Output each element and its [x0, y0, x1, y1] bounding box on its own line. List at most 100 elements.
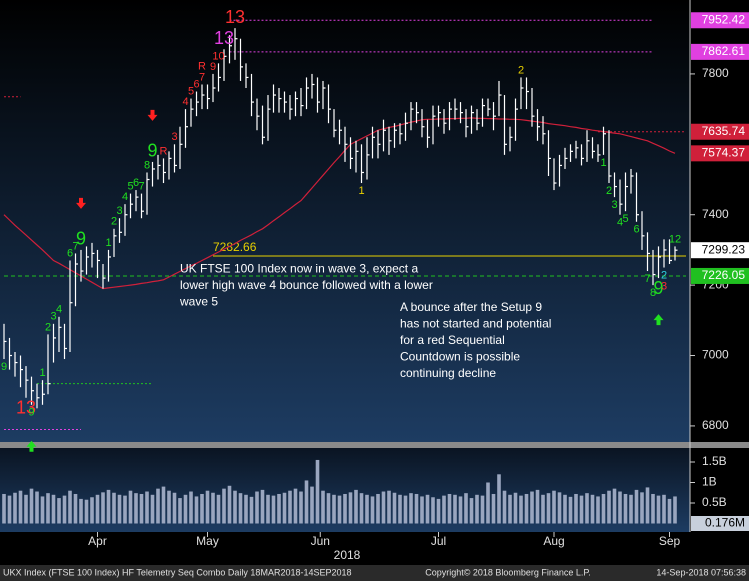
seq-marker: R [198, 60, 206, 72]
volume-bar [194, 496, 199, 524]
volume-bar [238, 493, 243, 524]
annotation-line: for a red Sequential [400, 333, 505, 347]
seq-marker: 6 [133, 177, 139, 189]
x-tick-label: May [196, 534, 219, 548]
ma-last-box [691, 145, 749, 162]
volume-bar [480, 495, 485, 524]
volume-bar [299, 491, 303, 524]
volume-bar [134, 493, 138, 524]
seq-marker: 5 [188, 85, 194, 97]
volume-bar [475, 494, 479, 524]
volume-bar [24, 494, 28, 524]
volume-bar [425, 494, 430, 524]
volume-bar [535, 489, 540, 524]
footer-left: UKX Index (FTSE 100 Index) HF Telemetry … [3, 567, 352, 577]
volume-bar [156, 488, 160, 524]
volume-bar [13, 492, 17, 524]
level-box [691, 123, 749, 140]
level-box-label: 7952.42 [702, 12, 746, 26]
volume-bar [18, 490, 23, 524]
volume-tick-label: 1B [702, 475, 717, 489]
volume-bar [464, 493, 468, 524]
volume-bar [354, 489, 358, 524]
volume-bar [607, 490, 611, 524]
volume-bar [519, 495, 523, 524]
volume-bar [46, 493, 50, 524]
annotation-line: UK FTSE 100 Index now in wave 3, expect … [180, 261, 418, 275]
volume-bar [123, 495, 127, 524]
seq-marker: 8 [650, 287, 656, 299]
volume-bar [524, 493, 529, 524]
seq-marker: 9 [653, 278, 663, 298]
volume-bar [178, 498, 182, 524]
volume-bar [381, 491, 386, 524]
annotation-line: lower high wave 4 bounce followed with a… [180, 278, 433, 292]
volume-bar [574, 493, 578, 524]
volume-bar [189, 491, 193, 524]
volume-bar [431, 497, 435, 524]
footer-right: 14-Sep-2018 07:56:38 [656, 567, 746, 577]
arrow-up [653, 314, 664, 326]
x-tick-label: Jul [431, 534, 446, 548]
annotation-line: A bounce after the Setup 9 [400, 300, 542, 314]
volume-bar [293, 488, 298, 524]
seq-marker: 12 [669, 233, 681, 245]
volume-bar [216, 494, 221, 524]
x-tick-label: Sep [659, 534, 681, 548]
seq-marker: 13 [225, 7, 245, 27]
seq-marker: 4 [122, 191, 128, 203]
seq-marker: 3 [661, 280, 667, 292]
volume-bar [497, 474, 501, 524]
seq-marker: 1 [358, 185, 364, 197]
volume-bar [161, 486, 166, 524]
volume-bar [277, 493, 281, 524]
seq-marker: 5 [127, 181, 133, 193]
annotation-line: wave 5 [179, 294, 218, 308]
volume-bar [634, 489, 639, 524]
volume-bar [73, 493, 78, 524]
volume-bar [623, 493, 628, 524]
seq-marker: 7 [199, 71, 205, 83]
volume-bar [502, 490, 507, 524]
volume-bar [288, 490, 292, 524]
volume-bar [612, 488, 617, 524]
seq-marker: 4 [617, 217, 623, 229]
footer-center: Copyright© 2018 Bloomberg Finance L.P. [425, 567, 591, 577]
seq-marker: 4 [56, 304, 62, 316]
seq-marker: 2 [606, 185, 612, 197]
volume-bar [348, 492, 353, 524]
volume-bar [233, 490, 237, 524]
volume-bar [304, 480, 309, 524]
volume-bar [359, 493, 364, 524]
seq-marker: R [160, 145, 168, 157]
volume-bar [469, 498, 474, 524]
volume-bar [112, 492, 116, 524]
volume-bar [343, 493, 347, 524]
volume-bar [651, 493, 655, 524]
volume-bar [447, 493, 452, 524]
ma-last-label: 7574.37 [702, 146, 746, 160]
last-close-box [691, 242, 749, 259]
seq-marker: 4 [182, 96, 188, 108]
volume-bar [442, 495, 446, 524]
volume-bar [568, 496, 573, 524]
volume-bar [90, 497, 94, 524]
volume-bar [436, 498, 441, 524]
seq-marker: 2 [111, 216, 117, 228]
volume-bar [656, 495, 661, 524]
volume-bar [618, 491, 622, 524]
volume-bar [310, 486, 314, 524]
seq-marker: 1 [39, 367, 45, 379]
level-box [691, 267, 749, 284]
volume-bar [84, 499, 89, 524]
seq-marker: 5 [622, 213, 628, 225]
volume-bar [315, 459, 320, 524]
y-tick-label: 7800 [702, 66, 729, 80]
volume-bar [370, 496, 375, 524]
seq-marker: 8 [144, 159, 150, 171]
arrow-up [26, 440, 37, 452]
volume-bar [365, 494, 369, 524]
volume-bar [139, 493, 144, 524]
volume-bar [172, 492, 177, 524]
level-box-label: 7635.74 [702, 124, 746, 138]
